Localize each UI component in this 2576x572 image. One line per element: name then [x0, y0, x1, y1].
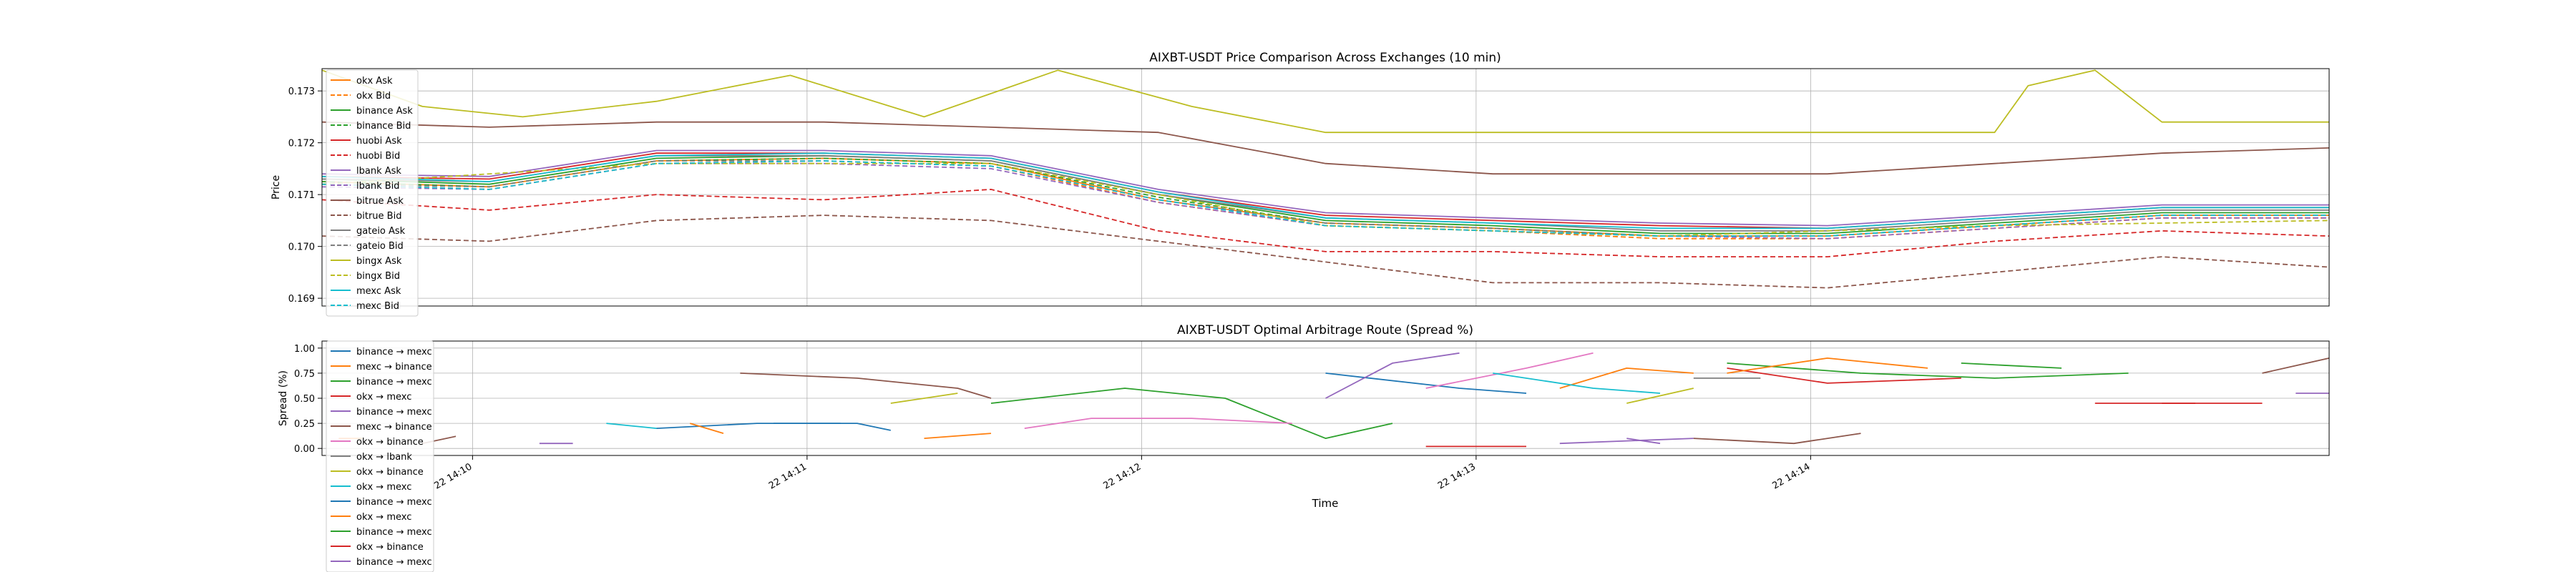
series-line-mexc-to-binance: [1559, 368, 1694, 389]
legend-entry: mexc Bid: [356, 301, 399, 312]
legend-entry: huobi Bid: [356, 151, 400, 162]
series-line-binance-to-mexc: [1325, 373, 1527, 394]
legend-entry: mexc → binance: [356, 362, 432, 373]
legend-entry: binance Bid: [356, 121, 411, 132]
price-chart-title: AIXBT-USDT Price Comparison Across Excha…: [1149, 51, 1501, 65]
series-line-binance-to-mexc: [1559, 438, 1694, 445]
price-series: [321, 69, 2330, 289]
series-line-lbank-ask: [321, 149, 2329, 227]
legend-entry: lbank Ask: [356, 166, 401, 177]
y-tick-label: 0.25: [294, 419, 315, 430]
series-line-mexc-to-binance: [1693, 433, 1861, 445]
series-line-mexc-to-binance: [740, 373, 992, 399]
series-line-okx-to-binance: [1425, 352, 1594, 389]
y-tick-label: 0.169: [288, 294, 315, 305]
legend-entry: okx → mexc: [356, 482, 411, 493]
legend-entry: huobi Ask: [356, 136, 402, 147]
series-line-binance-to-mexc: [1626, 438, 1661, 445]
y-tick-label: 1.00: [294, 344, 315, 355]
legend-entry: bitrue Bid: [356, 211, 401, 222]
series-line-bitrue-ask: [321, 121, 2330, 175]
series-line-binance-ask: [321, 154, 2329, 235]
legend-entry: binance → mexc: [356, 497, 432, 508]
y-tick-label: 0.172: [288, 139, 315, 149]
legend-entry: binance Ask: [356, 106, 413, 117]
legend-entry: gateio Ask: [356, 226, 406, 237]
series-line-mexc-bid: [321, 160, 2329, 237]
legend-entry: bitrue Ask: [356, 196, 404, 207]
series-line-okx-to-mexc: [1727, 368, 1961, 384]
series-line-mexc-to-binance: [2262, 358, 2330, 374]
series-line-binance-to-mexc: [1727, 363, 2129, 379]
legend-entry: lbank Bid: [356, 181, 400, 192]
series-line-okx-to-mexc: [1727, 357, 1928, 374]
legend-box: [326, 340, 434, 572]
legend-entry: binance → mexc: [356, 527, 432, 538]
legend-entry: bingx Bid: [356, 271, 400, 282]
price-legend: okx Ask okx Bid binance Ask binance Bid huob…: [326, 69, 419, 317]
series-line-okx-to-binance: [890, 393, 958, 404]
legend-entry: mexc → binance: [356, 422, 432, 433]
spread-legend: binance → mexc mexc → binance binance → me…: [326, 340, 434, 572]
series-line-okx-to-mexc: [1493, 373, 1661, 394]
spread-series: [338, 352, 2330, 448]
series-line-bingx-ask: [321, 69, 2329, 134]
spread-x-axis-label: Time: [1312, 497, 1339, 510]
price-y-axis-label: Price: [270, 175, 282, 199]
price-grid: [322, 69, 2329, 306]
y-tick-label: 0.170: [288, 242, 315, 253]
price-y-ticks: 0.169 0.170 0.171 0.172 0.173: [288, 87, 322, 305]
series-line-okx-to-binance: [1024, 418, 1292, 429]
spread-y-ticks: 0.00 0.25 0.50 0.75 1.00: [294, 344, 322, 455]
y-tick-label: 0.50: [294, 394, 315, 405]
legend-entry: okx → lbank: [356, 452, 412, 463]
legend-entry: binance → mexc: [356, 347, 432, 358]
series-line-huobi-bid: [321, 188, 2330, 258]
legend-entry: gateio Bid: [356, 241, 404, 252]
price-plot-frame: [321, 68, 2330, 307]
series-line-binance-to-mexc: [990, 388, 1393, 439]
series-line-okx-to-binance: [1626, 388, 1694, 404]
series-line-bitrue-bid: [321, 214, 2330, 289]
y-tick-label: 0.00: [294, 444, 315, 455]
legend-entry: okx Ask: [356, 76, 393, 87]
legend-entry: okx → binance: [356, 542, 424, 553]
series-line-okx-to-mexc: [606, 423, 657, 429]
series-line-mexc-ask: [321, 152, 2329, 230]
series-line-mexc-to-binance: [924, 433, 992, 439]
series-line-binance-to-mexc: [1325, 352, 1460, 399]
legend-entry: okx Bid: [356, 91, 391, 102]
spread-y-axis-label: Spread (%): [278, 370, 289, 426]
y-tick-label: 0.171: [288, 190, 315, 201]
spread-chart-title: AIXBT-USDT Optimal Arbitrage Route (Spre…: [1177, 323, 1473, 337]
legend-entry: binance → mexc: [356, 557, 432, 568]
legend-entry: okx → mexc: [356, 392, 411, 403]
legend-entry: okx → binance: [356, 437, 424, 448]
price-chart: AIXBT-USDT Price Comparison Across Excha…: [270, 51, 2330, 317]
legend-entry: mexc Ask: [356, 286, 401, 297]
y-tick-label: 0.75: [294, 369, 315, 380]
legend-entry: binance → mexc: [356, 377, 432, 388]
legend-entry: okx → binance: [356, 467, 424, 478]
spread-chart: AIXBT-USDT Optimal Arbitrage Route (Spre…: [278, 323, 2330, 572]
y-tick-label: 0.173: [288, 87, 315, 97]
series-line-okx-to-mexc: [690, 423, 724, 434]
legend-entry: okx → mexc: [356, 512, 411, 523]
legend-box: [326, 69, 419, 317]
legend-entry: binance → mexc: [356, 407, 432, 418]
series-line-binance-to-mexc: [1961, 363, 2062, 369]
legend-entry: bingx Ask: [356, 256, 402, 267]
